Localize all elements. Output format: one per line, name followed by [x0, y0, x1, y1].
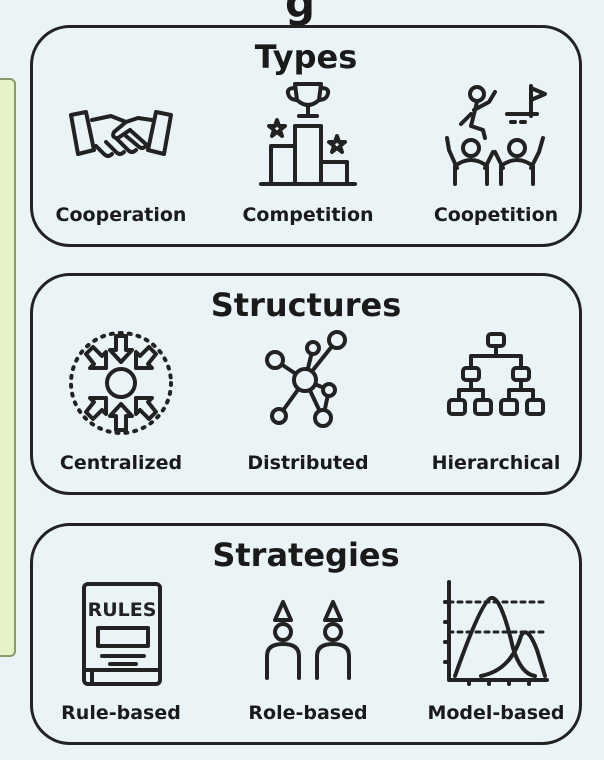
- structures-panel: Structures Centralized Distributed: [30, 273, 582, 495]
- distributed-item: Distributed: [228, 328, 388, 488]
- handshake-icon: [69, 110, 173, 158]
- rule-based-item: RULES Rule-based: [41, 578, 201, 738]
- strategies-title: Strategies: [212, 536, 400, 574]
- centralized-label: Centralized: [59, 452, 183, 474]
- role-based-item: Role-based: [228, 578, 388, 738]
- svg-text:RULES: RULES: [88, 599, 157, 621]
- strategies-panel: Strategies RULES Rule-based Role-based: [30, 523, 582, 745]
- structures-title: Structures: [210, 286, 402, 324]
- role-people-icon: [265, 600, 351, 680]
- podium-trophy-icon: [259, 82, 357, 186]
- model-based-item: Model-based: [416, 578, 576, 738]
- coopetition-label: Coopetition: [433, 204, 559, 226]
- hierarchical-label: Hierarchical: [431, 452, 561, 474]
- competition-item: Competition: [228, 80, 388, 240]
- role-based-label: Role-based: [248, 702, 368, 724]
- rule-based-label: Rule-based: [61, 702, 181, 724]
- coopetition-item: Coopetition: [416, 80, 576, 240]
- team-climb-flag-icon: [445, 84, 547, 186]
- distributed-label: Distributed: [247, 452, 369, 474]
- centralized-arrows-icon: [69, 331, 173, 435]
- hierarchy-tree-icon: [447, 332, 545, 416]
- types-panel: Types Cooperation Com: [30, 25, 582, 247]
- distributed-network-icon: [265, 330, 347, 428]
- page-heading-fragment: g: [285, 0, 316, 27]
- cooperation-label: Cooperation: [55, 204, 187, 226]
- side-panel-edge: [0, 78, 16, 657]
- cooperation-item: Cooperation: [41, 80, 201, 240]
- types-title: Types: [254, 38, 358, 76]
- centralized-item: Centralized: [41, 328, 201, 488]
- model-based-label: Model-based: [427, 702, 565, 724]
- distribution-curves-icon: [443, 580, 549, 686]
- rules-book-icon: RULES: [82, 582, 162, 686]
- competition-label: Competition: [242, 204, 374, 226]
- hierarchical-item: Hierarchical: [416, 328, 576, 488]
